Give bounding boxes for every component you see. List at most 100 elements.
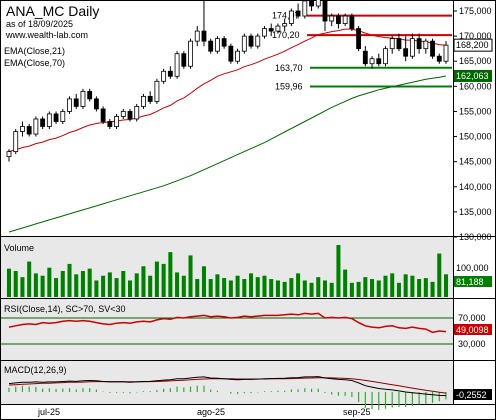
volume-bar: [396, 282, 401, 297]
candle-body: [295, 10, 301, 17]
volume-bar: [370, 279, 375, 297]
volume-bar: [94, 280, 99, 297]
volume-bar: [114, 278, 119, 297]
rsi-70-tick: 70,000: [458, 313, 486, 323]
volume-bar: [148, 275, 153, 297]
ema21-legend: EMA(Close,21): [4, 46, 65, 56]
candle-body: [161, 70, 167, 82]
candle-body: [362, 50, 368, 65]
candle-body: [396, 38, 402, 50]
rsi-label: RSI(Close,14), SC>70, SV<30: [4, 304, 126, 314]
candle-body: [369, 58, 375, 65]
candle-body: [114, 116, 119, 127]
candle-body: [87, 90, 93, 100]
candle-body: [315, 0, 321, 7]
candle-body: [376, 58, 382, 65]
volume-bar: [127, 280, 133, 297]
level-label: 170,20: [272, 30, 300, 40]
macd-last-box: [454, 389, 492, 400]
candle-body: [409, 38, 415, 57]
volume-bar: [376, 280, 381, 297]
volume-bar: [437, 253, 442, 297]
volume-bar: [443, 274, 449, 297]
volume-bar: [309, 282, 314, 297]
volume-bar: [175, 272, 180, 297]
volume-last-box: [454, 276, 492, 287]
candle-body: [127, 111, 133, 120]
candle-body: [73, 98, 79, 107]
candle-body: [403, 48, 409, 57]
volume-bar: [74, 274, 79, 297]
candle-body: [389, 38, 395, 50]
volume-bar: [67, 263, 72, 297]
volume-bar: [410, 275, 415, 297]
candle-body: [26, 126, 32, 135]
volume-bar: [20, 277, 25, 297]
price-tick-label: 150,000: [459, 132, 492, 142]
candle-body: [60, 111, 66, 122]
volume-bar: [215, 274, 220, 297]
volume-bar: [87, 268, 92, 297]
candle-body: [443, 44, 449, 62]
price-tick-label: 160,000: [459, 81, 492, 91]
rsi-panel-bg: [1, 299, 453, 360]
level-label: 159,96: [275, 82, 303, 92]
candle-body: [275, 25, 281, 32]
candle-body: [201, 30, 207, 42]
candle-body: [120, 111, 126, 117]
volume-bar: [403, 274, 408, 297]
candle-body: [147, 95, 153, 102]
volume-bar: [282, 281, 287, 297]
level-label: 174,07: [272, 11, 300, 21]
ema70-value-box: [454, 69, 492, 82]
volume-bar: [349, 282, 354, 297]
volume-bar: [322, 280, 328, 297]
candle-body: [329, 15, 335, 22]
volume-bar: [329, 282, 334, 297]
volume-bar: [275, 280, 280, 297]
candle-body: [20, 126, 25, 132]
candle-body: [255, 35, 261, 47]
volume-bar: [161, 263, 166, 297]
candle-body: [430, 40, 435, 57]
volume-tick-label: 100,000: [456, 263, 489, 273]
candle-body: [93, 98, 99, 110]
volume-bar: [134, 273, 139, 297]
ema70-legend: EMA(Close,70): [4, 58, 65, 68]
volume-bar: [154, 261, 159, 297]
chart-site: www.wealth-lab.com: [5, 30, 88, 40]
candle-body: [221, 38, 227, 47]
price-tick-label: 170,000: [459, 31, 492, 41]
candle-body: [423, 40, 429, 50]
volume-bar: [27, 261, 32, 297]
candle-body: [33, 118, 39, 135]
x-tick-label: jul-25: [37, 407, 60, 417]
candle-body: [268, 28, 274, 32]
volume-bar: [188, 255, 193, 297]
price-tick-label: 145,000: [459, 157, 492, 167]
candle-body: [336, 15, 341, 24]
price-tick-label: 135,000: [459, 207, 492, 217]
macd-panel: MACD(12,26,9) -0,2552: [1, 361, 495, 411]
candle-body: [288, 10, 294, 24]
volume-bar: [168, 252, 173, 297]
rsi-last-box: [454, 324, 492, 335]
candle-body: [248, 35, 254, 47]
candle-body: [309, 0, 314, 7]
candle-body: [349, 15, 355, 29]
candle-body: [100, 108, 106, 122]
price-tick-label: 155,000: [459, 106, 492, 116]
rsi-last-value: 49,0098: [456, 325, 489, 335]
volume-bar: [222, 278, 227, 297]
candle-body: [194, 30, 200, 42]
volume-bar: [33, 273, 38, 297]
volume-bar: [316, 277, 321, 297]
volume-label: Volume: [4, 243, 34, 253]
candle-body: [40, 118, 46, 127]
level-label: 163,70: [275, 63, 303, 73]
candle-body: [141, 95, 146, 107]
candle-body: [80, 90, 86, 107]
volume-bar: [141, 266, 146, 297]
